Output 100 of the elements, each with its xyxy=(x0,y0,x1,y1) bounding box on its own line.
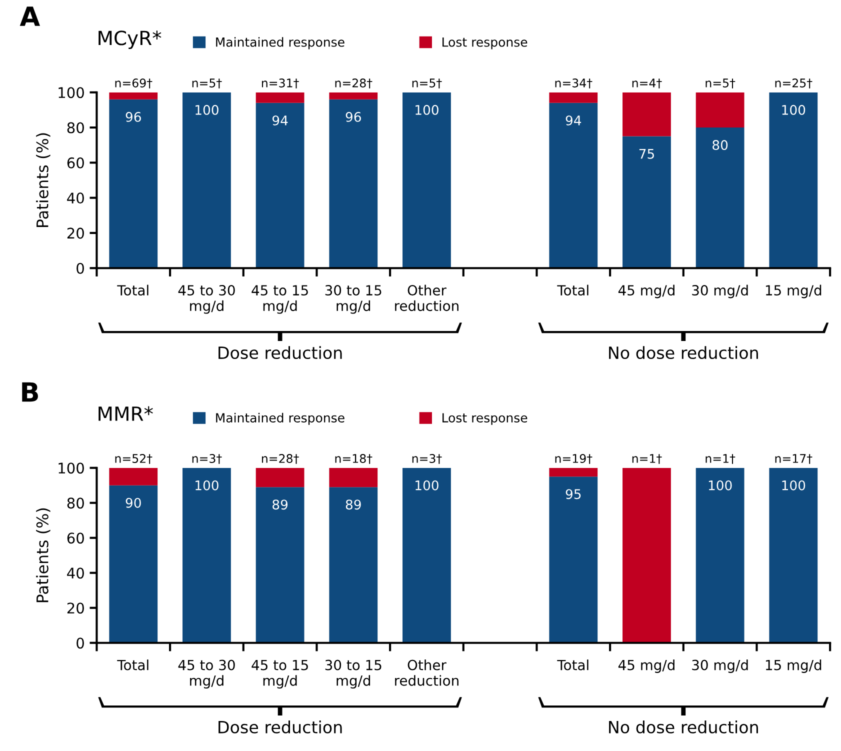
y-axis-title: Patients (%) xyxy=(36,133,50,227)
x-tick-label: Total xyxy=(117,284,148,296)
bar xyxy=(329,468,378,488)
text: n=28† xyxy=(335,78,372,88)
text: n=4† xyxy=(632,78,662,88)
data-label: 100 xyxy=(196,104,218,115)
x-tick-label: 45 mg/d xyxy=(618,284,674,298)
bar xyxy=(256,102,304,268)
y-tick-label: 80 xyxy=(67,498,84,509)
bar xyxy=(256,92,304,103)
text: n=69† xyxy=(115,78,152,88)
x-tick-label: Total xyxy=(557,284,588,296)
bar xyxy=(696,92,744,128)
legend-label: Maintained response xyxy=(216,412,344,425)
bar xyxy=(549,476,598,643)
text: n=19† xyxy=(555,454,592,464)
y-tick-label: 20 xyxy=(67,228,84,239)
data-label: 100 xyxy=(782,104,806,115)
y-axis-title: Patients (%) xyxy=(36,508,50,602)
text: n=31† xyxy=(262,78,299,88)
legend-label: Lost response xyxy=(442,38,528,50)
x-tick-label: 45 to 30 mg/d xyxy=(178,660,235,689)
text: n=28† xyxy=(262,454,299,464)
text: Dose reduction xyxy=(218,720,342,734)
x-tick-label: 15 mg/d xyxy=(766,284,822,298)
y-tick-label: 100 xyxy=(58,87,84,98)
bar xyxy=(182,468,231,643)
bar xyxy=(109,99,158,268)
y-tick-label: 40 xyxy=(67,568,84,579)
text: n=5† xyxy=(412,78,442,88)
bar xyxy=(182,92,231,268)
text: n=3† xyxy=(192,454,222,464)
text: No dose reduction xyxy=(609,720,758,734)
legend-label: Lost response xyxy=(442,413,528,425)
data-label: 75 xyxy=(639,149,654,159)
data-label: 94 xyxy=(566,115,582,126)
data-label: 96 xyxy=(346,112,361,122)
bar xyxy=(769,468,818,643)
bar xyxy=(622,468,671,643)
data-label: 89 xyxy=(346,500,361,510)
bar xyxy=(696,128,744,268)
x-tick-label: 30 mg/d xyxy=(692,660,748,673)
text: n=5† xyxy=(192,78,222,88)
y-tick-label: 40 xyxy=(67,192,84,204)
chart-title: MMR* xyxy=(98,406,153,421)
data-label: 100 xyxy=(196,480,218,490)
text: n=18† xyxy=(335,454,372,464)
text: n=5† xyxy=(706,78,736,88)
text: n=25† xyxy=(775,78,812,88)
text: A xyxy=(20,6,40,26)
y-tick-label: 80 xyxy=(67,122,84,134)
x-tick-label: 45 to 15 mg/d xyxy=(252,660,308,689)
bar xyxy=(329,99,378,268)
data-label: 100 xyxy=(708,480,732,490)
bar xyxy=(109,92,158,100)
y-tick-label: 20 xyxy=(67,602,84,614)
text: B xyxy=(22,382,38,402)
text: n=52† xyxy=(115,454,152,464)
bar xyxy=(622,92,671,136)
bar xyxy=(256,468,304,488)
data-label: 100 xyxy=(416,480,438,490)
bar xyxy=(109,485,158,643)
data-label: 80 xyxy=(712,140,728,150)
x-tick-label: Total xyxy=(117,660,148,670)
x-tick-label: Total xyxy=(557,660,588,670)
x-tick-label: 15 mg/d xyxy=(766,660,822,673)
data-label: 100 xyxy=(782,480,806,490)
data-label: 100 xyxy=(416,104,438,115)
data-label: 94 xyxy=(272,115,288,126)
text: n=34† xyxy=(555,78,592,88)
data-label: 89 xyxy=(272,500,288,510)
bar xyxy=(549,468,598,477)
x-tick-label: 30 to 15 mg/d xyxy=(325,285,382,314)
text: n=17† xyxy=(775,454,812,464)
text: n=3† xyxy=(412,454,442,464)
data-label: 95 xyxy=(566,489,581,500)
text: n=1† xyxy=(632,454,662,464)
bar xyxy=(696,468,744,643)
bar xyxy=(622,136,671,268)
bar xyxy=(256,487,304,643)
chart-title: MCyR* xyxy=(98,30,162,50)
data-label: 90 xyxy=(126,498,141,508)
x-tick-label: 30 to 15 mg/d xyxy=(325,660,382,689)
x-tick-label: Other reduction xyxy=(395,660,458,686)
bar xyxy=(402,92,451,268)
y-tick-label: 0 xyxy=(76,262,84,274)
legend-label: Maintained response xyxy=(216,37,344,50)
x-tick-label: Other reduction xyxy=(395,284,458,312)
bar xyxy=(549,92,598,103)
x-tick-label: 45 to 15 mg/d xyxy=(252,285,308,314)
bar xyxy=(549,102,598,268)
y-tick-label: 60 xyxy=(67,157,84,168)
text: Dose reduction xyxy=(218,346,342,360)
x-tick-label: 30 mg/d xyxy=(692,284,748,298)
bar xyxy=(402,468,451,643)
text: No dose reduction xyxy=(609,346,758,360)
bar xyxy=(109,468,158,486)
data-label: 96 xyxy=(126,112,141,122)
bar xyxy=(769,92,818,268)
x-tick-label: 45 to 30 mg/d xyxy=(178,285,235,314)
